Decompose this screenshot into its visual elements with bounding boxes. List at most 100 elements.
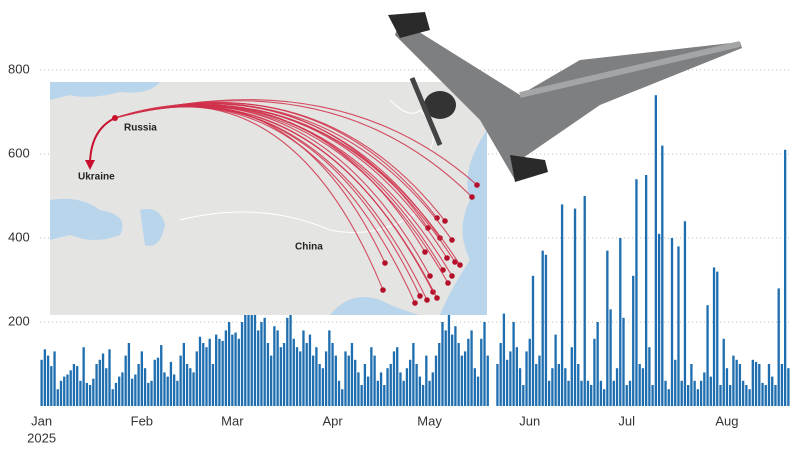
route-end <box>444 255 450 261</box>
bar <box>502 313 506 406</box>
bar <box>105 368 108 406</box>
bar <box>318 364 321 406</box>
bar <box>641 368 645 406</box>
bar <box>428 380 431 406</box>
bar <box>557 364 561 406</box>
sea <box>330 297 420 315</box>
bar <box>431 372 434 406</box>
bar <box>535 364 538 406</box>
bar <box>687 385 690 406</box>
bar <box>282 343 286 406</box>
bar <box>295 347 299 406</box>
bar <box>234 332 237 406</box>
bar <box>476 376 480 406</box>
bar <box>279 347 283 406</box>
bar <box>305 343 308 406</box>
bar <box>667 389 670 406</box>
bar <box>253 305 257 406</box>
bar <box>321 368 325 406</box>
bar <box>619 238 622 406</box>
bar <box>156 357 160 406</box>
route <box>114 105 384 291</box>
bar <box>787 368 790 406</box>
bar <box>124 355 127 406</box>
bar <box>664 380 667 406</box>
bar <box>602 389 606 406</box>
wingtip <box>510 155 548 182</box>
bar <box>108 349 111 406</box>
bar <box>221 340 224 406</box>
bar <box>95 364 98 406</box>
x-tick-label: Jul <box>618 413 635 428</box>
bar <box>59 380 63 406</box>
bar <box>764 385 767 406</box>
bar <box>56 389 59 406</box>
bar <box>447 305 451 406</box>
x-tick-label: Jun <box>519 413 540 428</box>
bar <box>370 347 373 406</box>
inset-map: Russia Ukraine China <box>50 82 487 315</box>
x-year-label: 2025 <box>27 430 56 445</box>
bar <box>402 380 405 406</box>
bar <box>421 385 425 406</box>
wingtip <box>388 12 430 38</box>
bar <box>396 347 399 406</box>
bar <box>72 364 76 406</box>
bar <box>438 343 441 406</box>
bar <box>82 347 85 406</box>
bar <box>179 355 182 406</box>
x-tick-label: Apr <box>322 413 343 428</box>
bar <box>425 355 428 406</box>
bar <box>114 382 118 406</box>
bar <box>166 376 169 406</box>
bar <box>363 364 367 406</box>
route-end <box>412 300 418 306</box>
origin-dot <box>112 115 118 121</box>
bar <box>312 355 315 406</box>
bar <box>276 330 279 406</box>
bar <box>383 385 386 406</box>
bar <box>376 380 379 406</box>
bar <box>719 385 722 406</box>
route-end <box>417 293 423 299</box>
bar <box>509 351 512 406</box>
bar <box>644 175 648 406</box>
bar <box>712 267 716 406</box>
bar <box>43 349 47 406</box>
bar <box>680 380 683 406</box>
bar <box>580 380 583 406</box>
route-end <box>442 218 448 224</box>
propeller <box>409 77 443 146</box>
bar <box>538 355 541 406</box>
bar <box>441 322 444 406</box>
bar <box>412 343 415 406</box>
bar <box>366 376 370 406</box>
bar <box>515 347 518 406</box>
bar <box>573 208 577 406</box>
bar <box>418 376 422 406</box>
bar <box>334 355 337 406</box>
bar <box>609 309 612 406</box>
bar <box>147 382 150 406</box>
bar <box>130 378 134 406</box>
bar <box>706 305 709 406</box>
border <box>389 99 434 151</box>
bar <box>250 301 253 406</box>
arrow-head <box>85 160 95 170</box>
bar <box>518 368 522 406</box>
bar <box>240 322 244 406</box>
sea <box>440 130 487 315</box>
map-label: Ukraine <box>78 172 115 183</box>
bar <box>690 364 693 406</box>
bar <box>231 334 234 406</box>
bar <box>324 351 328 406</box>
route-end <box>445 280 451 286</box>
route-arrow <box>89 117 116 166</box>
bar <box>150 380 153 406</box>
route-end <box>452 259 458 265</box>
bar <box>622 317 625 406</box>
bar <box>531 275 535 406</box>
bar <box>341 389 344 406</box>
x-tick-label: Jan <box>31 413 52 428</box>
route-end <box>474 182 480 188</box>
